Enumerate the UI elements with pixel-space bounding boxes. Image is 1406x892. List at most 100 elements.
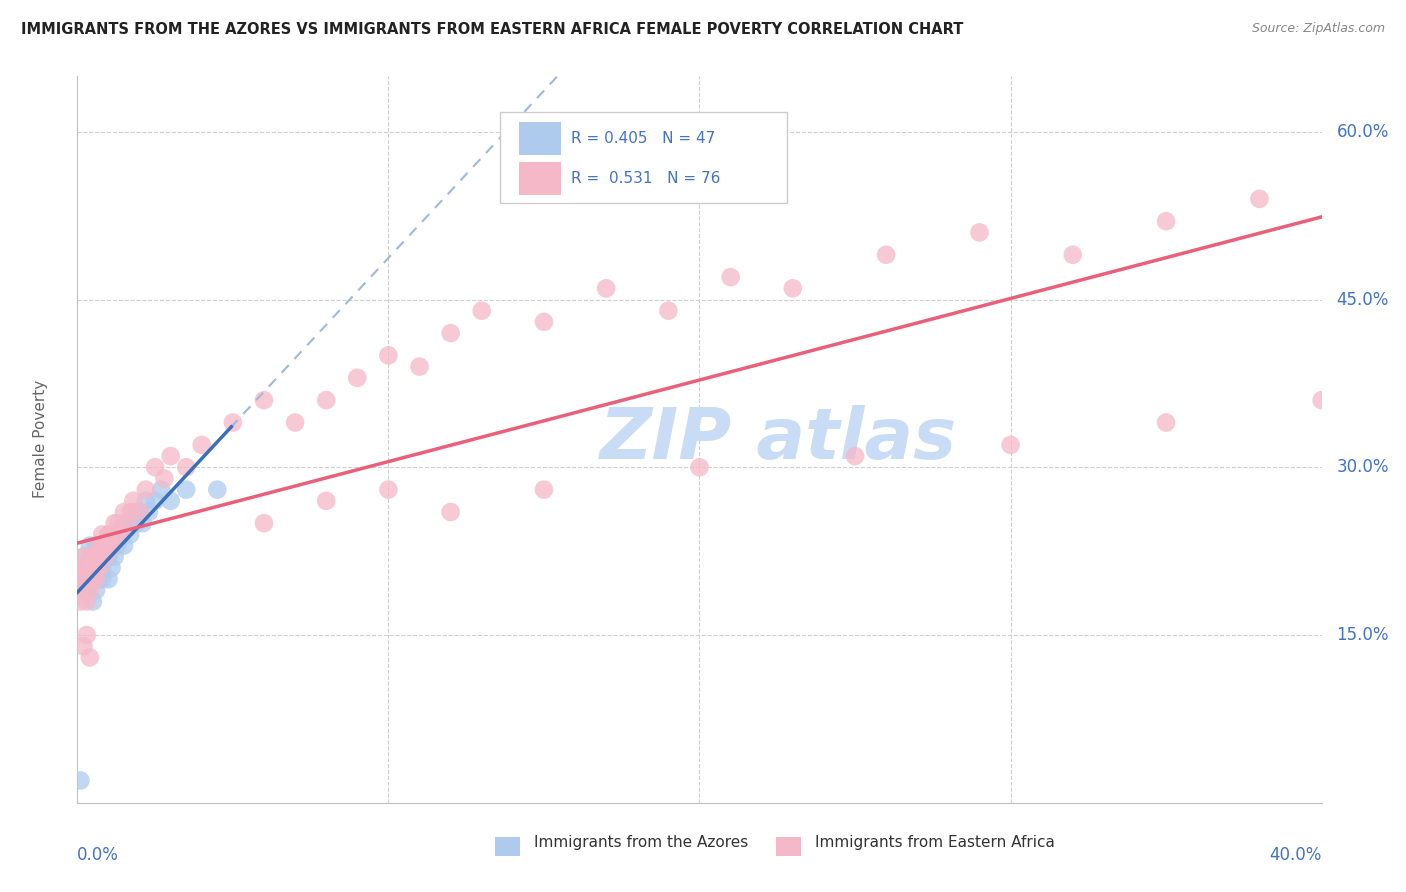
Point — [104, 549, 127, 564]
Point — [97, 549, 120, 564]
Point — [87, 572, 110, 586]
Point — [76, 561, 98, 575]
Point — [128, 505, 150, 519]
Point — [115, 516, 138, 531]
Text: 60.0%: 60.0% — [1337, 123, 1389, 141]
Point — [72, 572, 94, 586]
Point — [84, 583, 107, 598]
Point — [112, 539, 135, 553]
Point — [122, 505, 145, 519]
Point — [1310, 393, 1333, 408]
Text: 0.0%: 0.0% — [77, 847, 120, 864]
Text: 45.0%: 45.0% — [1337, 291, 1389, 309]
Point — [97, 527, 120, 541]
Point — [439, 505, 461, 519]
Point — [1000, 438, 1022, 452]
Point — [72, 583, 94, 598]
Point — [875, 248, 897, 262]
Point — [110, 527, 132, 541]
Point — [122, 493, 145, 508]
Point — [79, 572, 101, 586]
Point — [150, 483, 173, 497]
Point — [128, 505, 150, 519]
Point — [79, 549, 101, 564]
Point — [84, 561, 107, 575]
Point — [94, 549, 117, 564]
Point — [1154, 416, 1177, 430]
Point — [720, 270, 742, 285]
Point — [82, 572, 104, 586]
Point — [174, 483, 197, 497]
Point — [315, 493, 337, 508]
Text: 40.0%: 40.0% — [1270, 847, 1322, 864]
Point — [97, 539, 120, 553]
Point — [87, 561, 110, 575]
Point — [69, 594, 91, 608]
Point — [72, 572, 94, 586]
Point — [84, 561, 107, 575]
Point — [91, 572, 114, 586]
Point — [79, 561, 101, 575]
Point — [253, 393, 276, 408]
Point — [82, 549, 104, 564]
Text: R = 0.405   N = 47: R = 0.405 N = 47 — [571, 131, 716, 145]
Point — [315, 393, 337, 408]
Point — [84, 549, 107, 564]
Point — [69, 773, 91, 788]
Point — [79, 561, 101, 575]
Point — [159, 493, 181, 508]
Point — [76, 594, 98, 608]
Point — [76, 583, 98, 598]
Point — [79, 539, 101, 553]
Point — [657, 303, 679, 318]
Point — [91, 549, 114, 564]
Point — [408, 359, 430, 374]
Point — [84, 572, 107, 586]
Point — [107, 516, 129, 531]
Point — [84, 539, 107, 553]
Point — [91, 561, 114, 575]
Point — [104, 516, 127, 531]
Text: R =  0.531   N = 76: R = 0.531 N = 76 — [571, 171, 721, 186]
Point — [174, 460, 197, 475]
Point — [595, 281, 617, 295]
Point — [471, 303, 494, 318]
Point — [69, 561, 91, 575]
Point — [533, 315, 555, 329]
Point — [110, 527, 132, 541]
Point — [79, 650, 101, 665]
Point — [91, 539, 114, 553]
Point — [82, 572, 104, 586]
Point — [138, 505, 160, 519]
Point — [97, 572, 120, 586]
Point — [377, 483, 399, 497]
Point — [69, 572, 91, 586]
Point — [94, 539, 117, 553]
Point — [100, 539, 122, 553]
Point — [79, 583, 101, 598]
Text: 15.0%: 15.0% — [1337, 626, 1389, 644]
Point — [91, 527, 114, 541]
Point — [82, 561, 104, 575]
Point — [689, 460, 711, 475]
Point — [87, 561, 110, 575]
Point — [97, 527, 120, 541]
Point — [82, 549, 104, 564]
Point — [72, 549, 94, 564]
FancyBboxPatch shape — [519, 161, 561, 195]
Point — [284, 416, 307, 430]
Point — [159, 449, 181, 463]
Point — [104, 527, 127, 541]
FancyBboxPatch shape — [501, 112, 786, 203]
Point — [190, 438, 214, 452]
Point — [120, 527, 142, 541]
Point — [76, 628, 98, 642]
Text: ZIP atlas: ZIP atlas — [600, 405, 957, 474]
Point — [207, 483, 229, 497]
Text: Female Poverty: Female Poverty — [32, 380, 48, 499]
Point — [112, 505, 135, 519]
Point — [91, 549, 114, 564]
Point — [87, 539, 110, 553]
Point — [143, 493, 166, 508]
Point — [377, 348, 399, 362]
